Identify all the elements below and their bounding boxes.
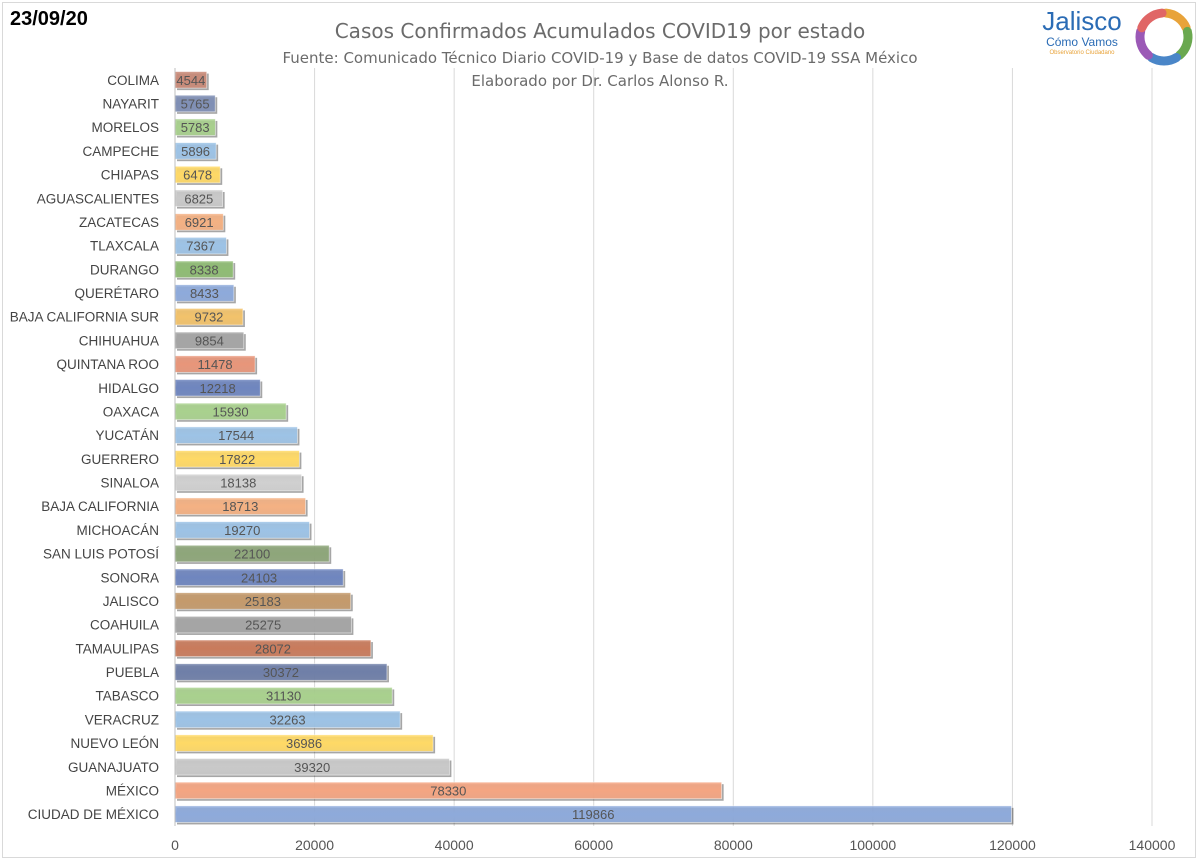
bar-data-label: 6825 [184,191,213,206]
category-label: DURANGO [90,262,159,277]
bar-data-label: 6478 [183,168,212,183]
bar-data-label: 25183 [245,594,281,609]
bar-data-label: 24103 [241,570,277,585]
bar-data-label: 11478 [197,357,232,372]
category-label: QUINTANA ROO [56,357,159,372]
bar-data-label: 78330 [430,783,466,798]
date-label: 23/09/20 [10,8,88,30]
logo-sub: Cómo Vamos [1046,35,1118,49]
category-label: NAYARIT [102,97,159,112]
category-label: CHIAPAS [101,168,159,183]
category-label: BAJA CALIFORNIA SUR [10,310,160,325]
category-label: COLIMA [107,73,159,88]
bar-data-label: 31130 [266,689,301,704]
bar-data-label: 32263 [269,712,305,727]
category-label: CHIHUAHUA [79,333,159,348]
logo-ring-segment [1146,52,1182,66]
logo-text: Jalisco Cómo Vamos Observatorio Ciudadan… [1036,6,1128,58]
category-label: TABASCO [95,689,159,704]
bar-data-label: 5765 [181,97,210,112]
bar-data-label: 30372 [263,665,299,680]
category-label: CIUDAD DE MÉXICO [28,807,159,822]
category-label: NUEVO LEÓN [70,736,159,751]
x-tick-label: 60000 [574,837,613,853]
x-tick-label: 0 [171,837,179,853]
category-label: GUERRERO [81,452,159,467]
category-label: SONORA [100,570,159,585]
bar-data-label: 5896 [181,144,210,159]
category-label: JALISCO [103,594,159,609]
bar-data-label: 22100 [234,547,270,562]
bar-data-label: 18713 [222,499,258,514]
category-label: YUCATÁN [95,428,159,443]
x-tick-label: 80000 [714,837,753,853]
category-label: CAMPECHE [82,144,159,159]
bar-data-label: 19270 [224,523,260,538]
category-label: OAXACA [103,404,159,419]
x-tick-label: 20000 [295,837,334,853]
bar-data-label: 5783 [181,120,210,135]
category-label: MICHOACÁN [76,523,159,538]
bar-data-label: 12218 [200,381,236,396]
category-label: HIDALGO [98,381,159,396]
category-label: COAHUILA [90,618,159,633]
bar-data-label: 4544 [176,73,205,88]
logo-ring-icon [1135,8,1193,66]
x-tick-label: 140000 [1129,837,1176,853]
bar-data-label: 119866 [572,807,614,822]
bar-data-label: 39320 [294,760,330,775]
bar-data-label: 17822 [219,452,255,467]
category-label: SAN LUIS POTOSÍ [43,547,159,562]
bar-data-label: 28072 [255,641,291,656]
category-label: BAJA CALIFORNIA [41,499,159,514]
chart-subtitle-author: Elaborado por Dr. Carlos Alonso R. [471,72,729,90]
chart-subtitle-source: Fuente: Comunicado Técnico Diario COVID-… [282,49,918,67]
category-label: GUANAJUATO [68,760,159,775]
category-label: MORELOS [91,120,159,135]
category-label: ZACATECAS [79,215,159,230]
logo-ring-segment [1175,26,1193,60]
category-label: TLAXCALA [90,239,159,254]
category-label: AGUASCALIENTES [37,191,159,206]
bar-data-label: 7367 [186,239,215,254]
logo-ring-segment [1137,8,1167,33]
x-tick-label: 120000 [989,837,1036,853]
category-label: SINALOA [100,476,159,491]
jalisco-como-vamos-logo: Jalisco Cómo Vamos Observatorio Ciudadan… [1036,6,1196,66]
logo-tag: Observatorio Ciudadano [1049,50,1115,56]
category-label: PUEBLA [106,665,159,680]
chart-title: Casos Confirmados Acumulados COVID19 por… [334,19,866,43]
bar-data-label: 8433 [190,286,219,301]
bar-data-label: 8338 [190,262,219,277]
bar-data-label: 17544 [218,428,254,443]
bar-data-label: 18138 [220,476,256,491]
logo-ring-segment [1135,26,1153,60]
category-label: VERACRUZ [85,712,159,727]
category-label: QUERÉTARO [74,286,159,301]
category-label: TAMAULIPAS [75,641,159,656]
bar-data-label: 9732 [194,310,223,325]
category-label: MÉXICO [106,783,159,798]
bar-data-label: 36986 [286,736,322,751]
bar-data-label: 6921 [185,215,214,230]
logo-ring-segment [1161,8,1191,33]
logo-word: Jalisco [1042,6,1122,36]
bar-data-label: 25275 [245,618,281,633]
x-tick-label: 40000 [435,837,474,853]
x-tick-label: 100000 [849,837,896,853]
bar-data-label: 15930 [213,404,249,419]
bar-data-label: 9854 [195,333,224,348]
